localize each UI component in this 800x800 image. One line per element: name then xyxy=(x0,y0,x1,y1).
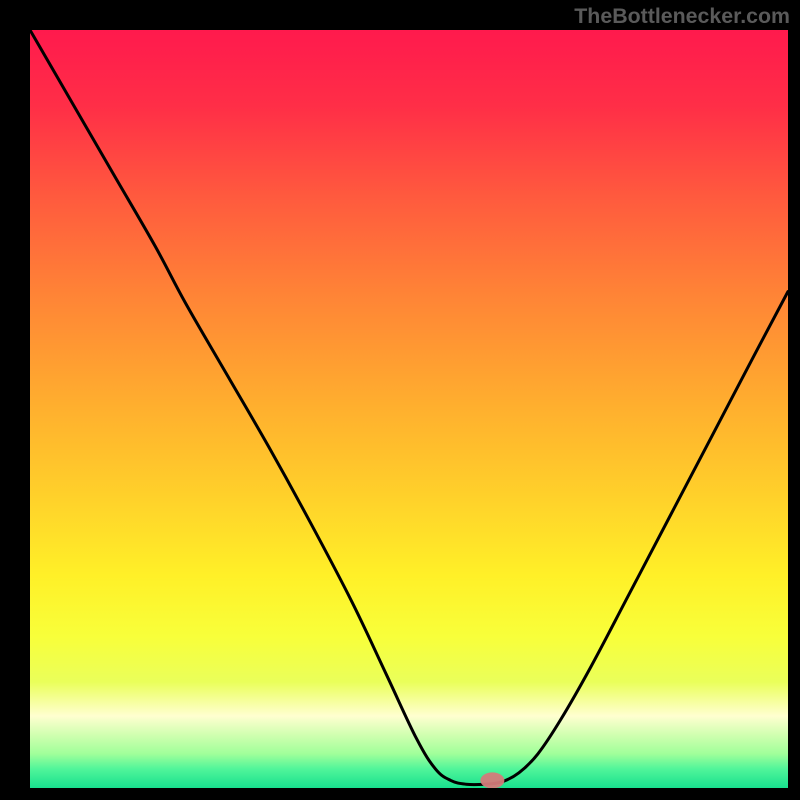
chart-plot-area xyxy=(30,30,788,788)
optimum-marker xyxy=(480,772,504,788)
watermark-text: TheBottlenecker.com xyxy=(574,4,790,29)
chart-background xyxy=(30,30,788,788)
chart-frame: TheBottlenecker.com xyxy=(0,0,800,800)
chart-svg xyxy=(30,30,788,788)
